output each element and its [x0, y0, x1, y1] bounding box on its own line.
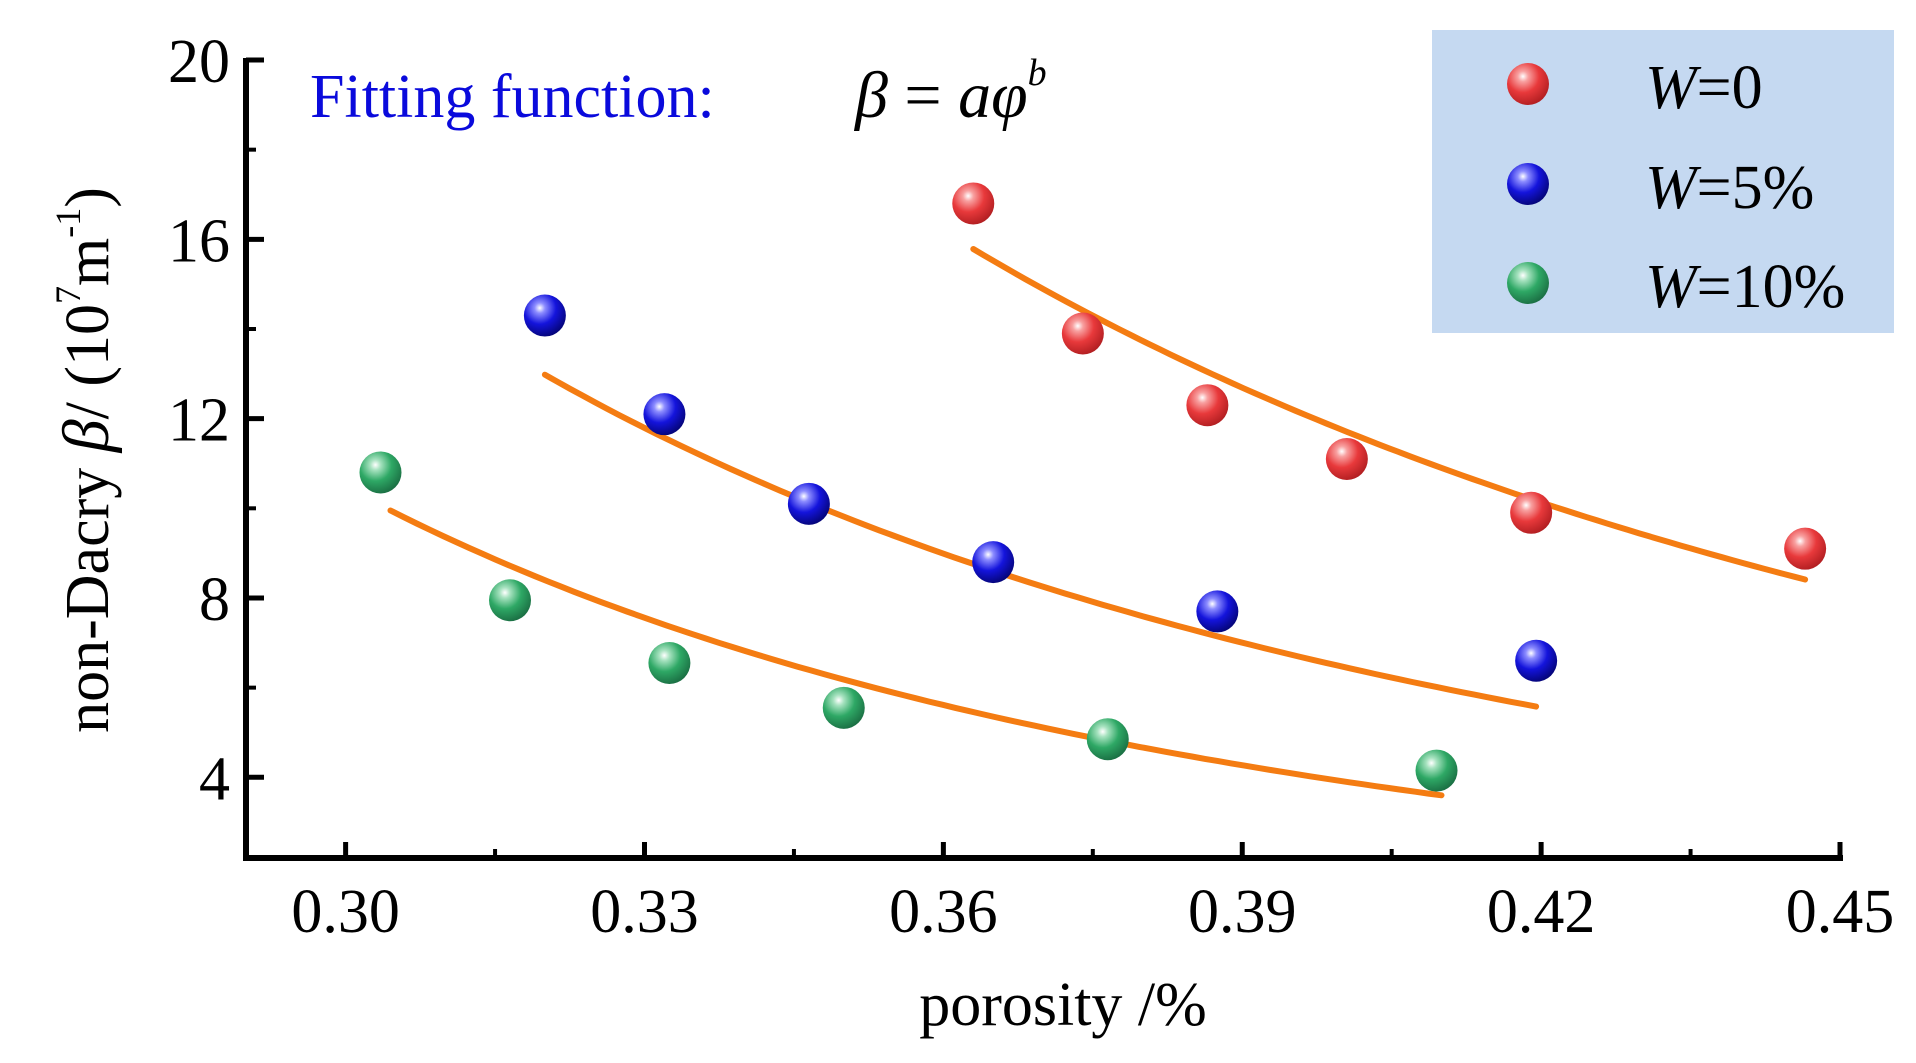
data-point-s1-1 [643, 393, 686, 436]
legend-marker-w5 [1507, 163, 1549, 205]
x-tick-label: 0.42 [1487, 878, 1596, 946]
legend-label-w5: W=5% [1645, 154, 1814, 222]
data-point-s0-1 [1061, 312, 1104, 355]
data-point-s1-0 [523, 294, 566, 337]
annotation-label: Fitting function: [310, 63, 715, 131]
data-point-s1-3 [972, 541, 1015, 584]
data-point-s1-5 [1515, 639, 1558, 682]
legend-entry-w10: W=10% [1507, 253, 1845, 321]
legend-label-w10: W=10% [1645, 253, 1845, 321]
y-tick-label: 12 [168, 387, 230, 455]
data-point-s2-4 [1086, 718, 1129, 761]
legend-entry-w0: W=0 [1507, 54, 1763, 122]
legend-entry-w5: W=5% [1507, 154, 1814, 222]
x-tick-label: 0.45 [1786, 878, 1895, 946]
y-tick-label: 20 [168, 28, 230, 96]
fit-curve-2 [387, 507, 1445, 799]
legend-marker-w0 [1507, 63, 1549, 105]
fitting-function-annotation: Fitting function: β = aφb [310, 52, 1047, 132]
data-point-s2-1 [489, 579, 532, 622]
data-points [359, 182, 1827, 792]
y-axis-label: non-Dacry β/ (107m-1) [48, 187, 123, 733]
data-point-s2-0 [359, 451, 402, 494]
x-axis-label: porosity /% [919, 971, 1207, 1039]
data-point-s0-3 [1325, 438, 1368, 480]
fit-curves [387, 246, 1809, 799]
y-axis-ticks: 4 8 12 16 20 [168, 28, 264, 813]
y-tick-label: 8 [199, 566, 230, 634]
fit-curve-1 [541, 371, 1540, 710]
fit-curve-0 [970, 246, 1809, 583]
data-point-s2-2 [648, 641, 691, 684]
x-tick-label: 0.36 [889, 878, 998, 946]
data-point-s2-5 [1415, 749, 1458, 792]
annotation-equation: β = aφb [853, 52, 1047, 132]
axes: 0.30 0.33 0.36 0.39 0.42 0.45 4 8 12 16 20 [168, 28, 1894, 946]
legend-label-w0: W=0 [1645, 54, 1763, 122]
data-point-s0-4 [1510, 491, 1553, 534]
legend-marker-w10 [1507, 262, 1549, 304]
data-point-s2-3 [822, 686, 865, 729]
data-point-s0-0 [952, 182, 995, 225]
data-point-s1-4 [1196, 590, 1239, 633]
y-tick-label: 16 [168, 207, 230, 275]
legend: W=0 W=5% W=10% [1432, 30, 1894, 333]
data-point-s0-5 [1784, 527, 1827, 570]
data-point-s1-2 [787, 482, 830, 525]
x-axis-ticks: 0.30 0.33 0.36 0.39 0.42 0.45 [291, 842, 1894, 946]
x-tick-label: 0.33 [590, 878, 699, 946]
data-point-s0-2 [1186, 384, 1229, 427]
x-tick-label: 0.30 [291, 878, 400, 946]
y-tick-label: 4 [199, 745, 230, 813]
x-tick-label: 0.39 [1188, 878, 1297, 946]
